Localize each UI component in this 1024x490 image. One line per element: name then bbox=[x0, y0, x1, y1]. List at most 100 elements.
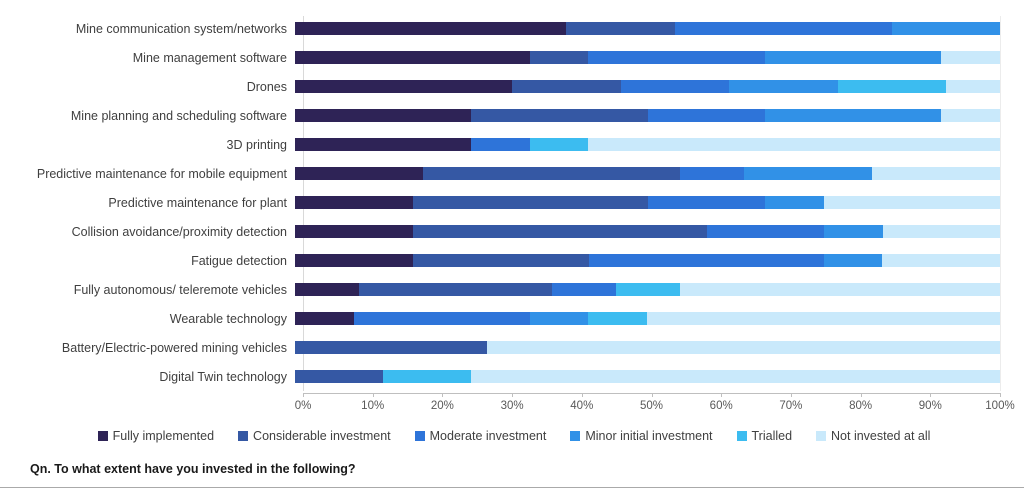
bar-row: Fully autonomous/ teleremote vehicles bbox=[0, 275, 1024, 304]
legend-swatch-icon bbox=[97, 431, 108, 441]
axis-tick-label: 70% bbox=[779, 400, 803, 412]
bar-segment bbox=[529, 51, 589, 64]
bar-segment bbox=[295, 109, 472, 122]
bar-segment bbox=[588, 138, 1000, 151]
bar-segment bbox=[946, 80, 1000, 93]
bar-segment bbox=[620, 80, 730, 93]
bar-segment bbox=[412, 254, 589, 267]
legend-label: Trialled bbox=[751, 429, 793, 443]
bar-segment bbox=[744, 167, 873, 180]
axis-tick-label: 50% bbox=[639, 400, 664, 412]
axis-tick bbox=[372, 393, 374, 397]
category-label: Mine communication system/networks bbox=[75, 21, 287, 36]
legend: Fully implemented Considerable investment… bbox=[0, 429, 1024, 443]
gridline-100pct bbox=[1000, 16, 1001, 391]
bar-segment bbox=[566, 22, 675, 35]
bar-segment bbox=[764, 51, 941, 64]
bar-segment bbox=[471, 370, 1000, 383]
plot-area: Mine communication system/networks Mine m… bbox=[0, 14, 1024, 391]
bar-segment bbox=[529, 138, 589, 151]
bar-segment bbox=[295, 138, 472, 151]
bar-track bbox=[295, 51, 1000, 64]
bar-segment bbox=[679, 283, 1000, 296]
bar-segment bbox=[295, 254, 413, 267]
bar-segment bbox=[295, 51, 530, 64]
bar-segment bbox=[588, 254, 824, 267]
legend-swatch-icon bbox=[816, 431, 827, 441]
category-label: Digital Twin technology bbox=[159, 369, 287, 384]
legend-item: Fully implemented bbox=[97, 429, 215, 443]
axis-tick-label: 10% bbox=[361, 400, 385, 412]
bar-segment bbox=[512, 80, 621, 93]
axis-tick bbox=[303, 393, 304, 397]
category-label: Predictive maintenance for plant bbox=[108, 195, 287, 210]
bar-segment bbox=[647, 196, 766, 209]
category-label: Wearable technology bbox=[169, 311, 287, 326]
axis-tick-label: 20% bbox=[430, 400, 454, 412]
bar-track bbox=[295, 196, 1000, 209]
bar-segment bbox=[412, 225, 707, 238]
axis-tick bbox=[721, 393, 723, 397]
legend-label: Moderate investment bbox=[429, 429, 547, 443]
bar-segment bbox=[295, 370, 384, 383]
bar-segment bbox=[940, 51, 1000, 64]
legend-item: Not invested at all bbox=[816, 429, 930, 443]
axis-tick bbox=[512, 393, 514, 397]
category-label: Fatigue detection bbox=[191, 253, 287, 268]
bar-track bbox=[295, 167, 1001, 180]
category-label: Battery/Electric-powered mining vehicles bbox=[61, 340, 287, 355]
bar-segment bbox=[706, 225, 825, 238]
bar-row: Predictive maintenance for mobile equipm… bbox=[0, 159, 1024, 188]
question-text: Qn. To what extent have you invested in … bbox=[30, 462, 356, 476]
legend-label: Not invested at all bbox=[831, 429, 931, 443]
bar-segment bbox=[471, 109, 648, 122]
legend-swatch-icon bbox=[414, 431, 425, 441]
bar-segment bbox=[295, 225, 413, 238]
bar-segment bbox=[295, 341, 488, 354]
legend-swatch-icon bbox=[736, 431, 747, 441]
bar-segment bbox=[487, 341, 1000, 354]
bottom-divider bbox=[0, 487, 1024, 488]
bar-segment bbox=[646, 312, 1000, 325]
axis-tick bbox=[1000, 393, 1001, 397]
axis-tick-label: 0% bbox=[294, 400, 312, 412]
bar-track bbox=[295, 138, 1000, 151]
axis-tick-label: 80% bbox=[849, 400, 873, 412]
legend-label: Considerable investment bbox=[253, 429, 391, 443]
bar-segment bbox=[412, 196, 648, 209]
bar-track bbox=[295, 283, 1000, 296]
bar-segment bbox=[529, 312, 589, 325]
bar-segment bbox=[679, 167, 745, 180]
bar-row: Collision avoidance/proximity detection bbox=[0, 217, 1024, 246]
bar-row: Battery/Electric-powered mining vehicles bbox=[0, 333, 1024, 362]
bar-segment bbox=[615, 283, 680, 296]
bar-row: Wearable technology bbox=[0, 304, 1024, 333]
bar-segment bbox=[823, 254, 883, 267]
bar-segment bbox=[823, 196, 1000, 209]
bar-row: Mine management software bbox=[0, 43, 1024, 72]
stacked-bar-chart: Mine communication system/networks Mine m… bbox=[0, 14, 1024, 443]
axis-tick bbox=[930, 393, 932, 397]
legend-swatch-icon bbox=[570, 431, 581, 441]
category-label: 3D printing bbox=[226, 137, 287, 152]
bar-segment bbox=[872, 167, 1001, 180]
bar-track bbox=[295, 109, 1000, 122]
bar-row: Digital Twin technology bbox=[0, 362, 1024, 391]
bar-segment bbox=[295, 22, 567, 35]
bar-track bbox=[295, 225, 1000, 238]
bar-track bbox=[295, 254, 1000, 267]
axis-tick-label: 40% bbox=[570, 400, 594, 412]
bar-row: Mine planning and scheduling software bbox=[0, 101, 1024, 130]
bar-row: Predictive maintenance for plant bbox=[0, 188, 1024, 217]
bar-segment bbox=[295, 167, 424, 180]
bar-segment bbox=[941, 109, 1000, 122]
bar-segment bbox=[765, 109, 942, 122]
legend-label: Fully implemented bbox=[112, 429, 215, 443]
bar-segment bbox=[891, 22, 1001, 35]
bar-row: Fatigue detection bbox=[0, 246, 1024, 275]
legend-item: Considerable investment bbox=[238, 429, 391, 443]
legend-swatch-icon bbox=[238, 431, 249, 441]
bar-segment bbox=[295, 283, 360, 296]
axis-tick bbox=[790, 393, 792, 397]
bar-segment bbox=[882, 225, 1000, 238]
